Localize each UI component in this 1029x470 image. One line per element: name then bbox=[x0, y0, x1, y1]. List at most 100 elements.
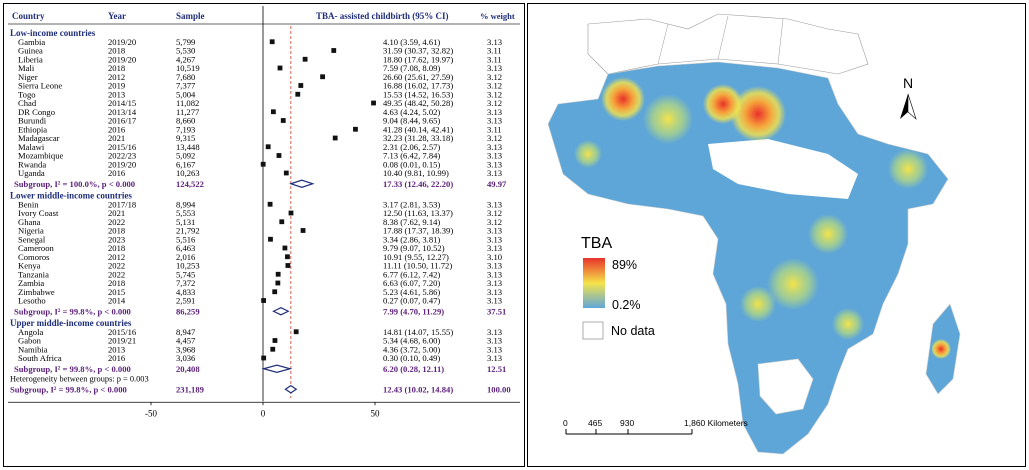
estimate-point bbox=[269, 39, 275, 45]
tba-hotspot bbox=[767, 258, 819, 310]
overall-diamond bbox=[284, 384, 298, 394]
row-ci: 6.77 (6.12, 7.42) bbox=[383, 269, 440, 279]
row-ci: 16.88 (16.02, 17.73) bbox=[383, 81, 453, 91]
north-africa-nodata bbox=[587, 13, 869, 75]
row-ci: 4.36 (3.72, 5.00) bbox=[383, 344, 440, 354]
row-weight: 3.12 bbox=[487, 72, 502, 82]
row-weight: 3.11 bbox=[487, 54, 502, 64]
row-country: Uganda bbox=[18, 168, 45, 178]
row-year: 2018 bbox=[108, 243, 125, 253]
row-ci: 4.63 (4.24, 5.02) bbox=[383, 107, 440, 117]
header-sample: Sample bbox=[176, 11, 205, 21]
row-ci: 5.34 (4.68, 6.00) bbox=[383, 336, 440, 346]
row-country: Lesotho bbox=[18, 296, 46, 306]
row-year: 2013 bbox=[108, 344, 125, 354]
row-year: 2022 bbox=[108, 217, 125, 227]
row-sample: 5,131 bbox=[176, 217, 195, 227]
row-weight: 3.12 bbox=[487, 217, 502, 227]
row-year: 2015 bbox=[108, 287, 125, 297]
row-country: Zimbabwe bbox=[18, 287, 55, 297]
row-year: 2016 bbox=[108, 353, 126, 363]
row-sample: 5,530 bbox=[176, 46, 195, 56]
row-year: 2019 bbox=[108, 81, 125, 91]
row-weight: 3.13 bbox=[487, 151, 502, 161]
row-weight: 3.13 bbox=[487, 199, 502, 209]
estimate-point bbox=[285, 263, 291, 268]
estimate-point bbox=[265, 144, 271, 150]
header-ci: TBA- assisted childbirth (95% CI) bbox=[316, 11, 449, 21]
row-weight: 3.13 bbox=[487, 296, 502, 306]
row-country: Mali bbox=[18, 63, 35, 73]
subgroup-sample-0: 124,522 bbox=[176, 179, 204, 189]
row-ci: 8.38 (7.62, 9.14) bbox=[383, 217, 440, 227]
row-year: 2016 bbox=[108, 124, 126, 134]
row-year: 2018 bbox=[108, 63, 125, 73]
row-year: 2012 bbox=[108, 72, 125, 82]
row-ci: 14.81 (14.07, 15.55) bbox=[383, 327, 453, 337]
estimate-point bbox=[267, 201, 273, 207]
legend-high-label: 89% bbox=[612, 258, 637, 272]
row-year: 2022 bbox=[108, 261, 125, 271]
nodata-patch-south bbox=[757, 358, 814, 415]
subgroup-label-2: Subgroup, I² = 99.8%, p < 0.000 bbox=[14, 364, 131, 374]
estimate-point bbox=[285, 254, 290, 260]
group-title-0: Low-income countries bbox=[10, 28, 96, 38]
estimate-point bbox=[270, 346, 276, 352]
row-year: 2016/17 bbox=[108, 116, 137, 126]
estimate-point bbox=[371, 100, 376, 106]
row-weight: 3.12 bbox=[487, 208, 502, 218]
row-ci: 9.79 (9.07, 10.52) bbox=[383, 243, 445, 253]
subgroup-weight-2: 12.51 bbox=[487, 364, 506, 374]
estimate-point bbox=[261, 298, 267, 303]
overall-label: Subgroup, I² = 99.8%, p < 0.000 bbox=[10, 384, 127, 394]
legend-color-ramp bbox=[583, 258, 605, 308]
subgroup-weight-0: 49.97 bbox=[487, 179, 507, 189]
row-ci: 11.11 (10.50, 11.72) bbox=[383, 261, 452, 271]
row-sample: 11,082 bbox=[176, 98, 199, 108]
x-tick-label: 50 bbox=[371, 408, 381, 418]
north-arrow-icon-half bbox=[907, 93, 917, 120]
row-year: 2013/14 bbox=[108, 107, 137, 117]
row-country: Comoros bbox=[18, 252, 50, 262]
x-tick-label: -50 bbox=[145, 408, 157, 418]
subgroup-diamond-0 bbox=[288, 179, 315, 188]
row-country: Mozambique bbox=[18, 151, 64, 161]
row-weight: 3.13 bbox=[487, 353, 502, 363]
row-sample: 6,463 bbox=[176, 243, 195, 253]
row-sample: 6,167 bbox=[176, 159, 196, 169]
tba-hotspot bbox=[888, 149, 928, 189]
row-ci: 0.08 (0.01, 0.15) bbox=[383, 159, 440, 169]
row-weight: 3.12 bbox=[487, 98, 502, 108]
row-country: Gambia bbox=[18, 37, 45, 47]
scale-bar-label: 930 bbox=[620, 418, 634, 428]
row-ci: 18.80 (17.62, 19.97) bbox=[383, 54, 453, 64]
subgroup-label-0: Subgroup, I² = 100.0%, p < 0.000 bbox=[14, 179, 135, 189]
row-sample: 2,016 bbox=[176, 252, 196, 262]
estimate-point bbox=[280, 118, 286, 123]
row-country: Ethiopia bbox=[18, 124, 47, 134]
row-weight: 3.13 bbox=[487, 37, 502, 47]
africa-landmass bbox=[547, 61, 949, 455]
row-year: 2018 bbox=[108, 46, 125, 56]
row-year: 2017/18 bbox=[108, 199, 136, 209]
forest-plot: Country Year Sample TBA- assisted childbirt… bbox=[8, 6, 520, 418]
row-weight: 3.13 bbox=[487, 287, 502, 297]
row-country: Togo bbox=[18, 89, 36, 99]
row-country: Guinea bbox=[18, 46, 43, 56]
row-country: Rwanda bbox=[18, 159, 46, 169]
row-country: Gabon bbox=[18, 336, 42, 346]
tba-hotspot bbox=[832, 308, 864, 340]
estimate-point bbox=[331, 48, 337, 53]
row-sample: 4,833 bbox=[176, 287, 195, 297]
row-weight: 3.13 bbox=[487, 142, 502, 152]
row-sample: 21,792 bbox=[176, 226, 200, 236]
row-sample: 10,263 bbox=[176, 168, 200, 178]
subgroup-sample-2: 20,408 bbox=[176, 364, 200, 374]
group-title-2: Upper middle-income countries bbox=[10, 318, 132, 328]
row-year: 2014 bbox=[108, 296, 126, 306]
row-weight: 3.13 bbox=[487, 344, 502, 354]
row-country: Benin bbox=[18, 199, 39, 209]
row-sample: 4,267 bbox=[176, 54, 196, 64]
row-sample: 8,994 bbox=[176, 199, 196, 209]
estimate-point bbox=[295, 91, 301, 97]
